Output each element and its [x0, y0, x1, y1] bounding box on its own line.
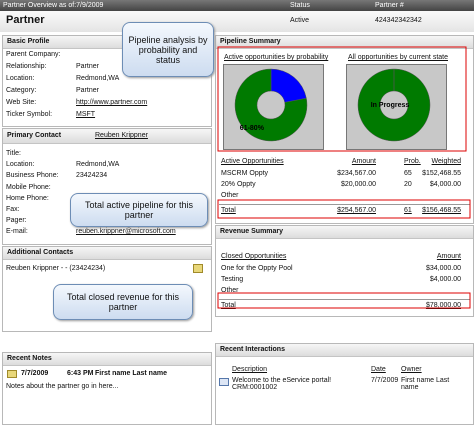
chart-tab[interactable]: All opportunities by current state: [348, 54, 448, 61]
field-value[interactable]: http://www.partner.com: [76, 99, 148, 106]
table-cell: 7/7/2009: [371, 377, 399, 384]
highlight-box: [217, 199, 471, 219]
total-cell: $254,567.00: [337, 207, 376, 214]
highlight-box: [217, 292, 471, 309]
field-label: Home Phone:: [6, 194, 49, 202]
field-label: Category:: [6, 87, 37, 94]
callout: Total closed revenue for this partner: [53, 284, 193, 320]
table-cell: Other: [221, 192, 239, 199]
field-label: Parent Company:: [6, 51, 61, 58]
field-value: Redmond,WA: [76, 161, 120, 169]
field-value[interactable]: reuben.krippner@microsoft.com: [76, 228, 176, 236]
total-cell: Total: [221, 302, 236, 309]
field-value: Partner: [76, 63, 99, 70]
table-cell: 65: [404, 170, 412, 177]
donut-slice: [357, 68, 431, 142]
table-cell: Testing: [221, 276, 244, 283]
table-cell: $4,000.00: [429, 276, 461, 283]
total-cell: 61: [404, 207, 412, 214]
field-value[interactable]: MSFT: [76, 111, 96, 118]
table-cell: One for the Oppty Pool: [221, 265, 293, 272]
top-bar: [0, 0, 474, 11]
field-label: Web Site:: [6, 99, 37, 106]
panel-title: Recent Notes: [3, 353, 211, 366]
field-label: Location:: [6, 161, 35, 169]
field-label: Fax:: [6, 206, 20, 213]
table-cell: MSCRM Oppty: [221, 170, 269, 177]
title-bar: [0, 11, 474, 32]
table-cell: $152,468.55: [422, 170, 461, 177]
field-label: Relationship:: [6, 63, 47, 70]
mail-icon: [219, 378, 229, 386]
column-header: Closed Opportunities: [221, 253, 287, 260]
field-value: Partner: [76, 87, 99, 94]
caption: Partner Overview as of:7/9/2009: [3, 2, 104, 9]
column-header: Description: [232, 366, 268, 373]
field-label: Ticker Symbol:: [6, 111, 53, 118]
table-cell: $20,000.00: [340, 181, 376, 188]
status: Active: [290, 17, 310, 24]
field-label: Title:: [6, 150, 21, 157]
column-header: Active Opportunities: [221, 158, 284, 165]
chart-tab[interactable]: Active opportunities by probability: [224, 54, 329, 61]
table-cell: First name Last name: [401, 377, 450, 391]
panel-title: Recent Interactions: [216, 344, 473, 357]
donut-slice: [234, 68, 308, 142]
recent-interactions: Recent Interactions Description Date Owner…: [215, 343, 474, 425]
column-header: Weighted: [431, 158, 461, 165]
table-cell: Welcome to the eService portal! CRM:0001…: [232, 377, 332, 391]
partner-no: 424342342342: [375, 17, 422, 24]
field-label: Mobile Phone:: [6, 183, 51, 191]
total-cell: $78,000.00: [425, 302, 461, 309]
slice-label: 61-80%: [240, 125, 265, 132]
field-label: Pager:: [6, 217, 27, 225]
table-cell: 20% Oppty: [221, 181, 256, 188]
field-value: Redmond,WA: [76, 75, 120, 82]
contact-link[interactable]: Reuben Krippner: [95, 132, 148, 139]
highlight-box: [217, 46, 467, 152]
table-cell: $34,000.00: [425, 265, 461, 272]
total-cell: $156,468.55: [422, 207, 461, 214]
table-cell: 20: [404, 181, 412, 188]
note-text: Notes about the partner go in here...: [6, 383, 119, 390]
contact-icon[interactable]: [193, 264, 203, 273]
note-author: First name Last name: [95, 370, 167, 377]
panel-title: Pipeline Summary: [216, 36, 473, 49]
note-icon: [7, 370, 17, 378]
status-label: Status: [290, 2, 310, 9]
field-label: Location:: [6, 75, 35, 82]
table-cell: Other: [221, 287, 239, 294]
note-time: 6:43 PM: [67, 370, 94, 377]
field-label: E-mail:: [6, 228, 28, 236]
column-header: Owner: [401, 366, 422, 373]
panel-title-text: Primary Contact: [7, 132, 62, 139]
callout: Pipeline analysis by probability and sta…: [122, 22, 214, 77]
column-header: Amount: [436, 253, 461, 260]
column-header: Prob.: [404, 158, 421, 165]
field-value: 23424234: [76, 172, 108, 180]
callout: Total active pipeline for this partner: [70, 193, 208, 227]
field-label: Business Phone:: [6, 172, 59, 180]
rule: [219, 204, 470, 205]
table-cell: $4,000.00: [429, 181, 461, 188]
rule: [219, 299, 470, 300]
panel-title: Primary Contact Reuben Krippner: [3, 129, 211, 144]
partner-no-label: Partner #: [375, 2, 404, 9]
column-header: Amount: [351, 158, 376, 165]
column-header: Date: [371, 366, 386, 373]
note-date: 7/7/2009: [21, 370, 49, 377]
page-title: Partner: [6, 14, 45, 26]
total-cell: Total: [221, 207, 236, 214]
donut-slice: [270, 68, 307, 103]
table-cell: $234,567.00: [337, 170, 376, 177]
panel-title: Additional Contacts: [3, 247, 211, 260]
revenue-summary: Revenue Summary Closed Opportunities Amoun…: [215, 225, 474, 317]
panel-title: Revenue Summary: [216, 226, 473, 239]
slice-label: In Progress: [371, 102, 410, 109]
contact-item: Reuben Krippner - - (23424234): [6, 265, 106, 272]
